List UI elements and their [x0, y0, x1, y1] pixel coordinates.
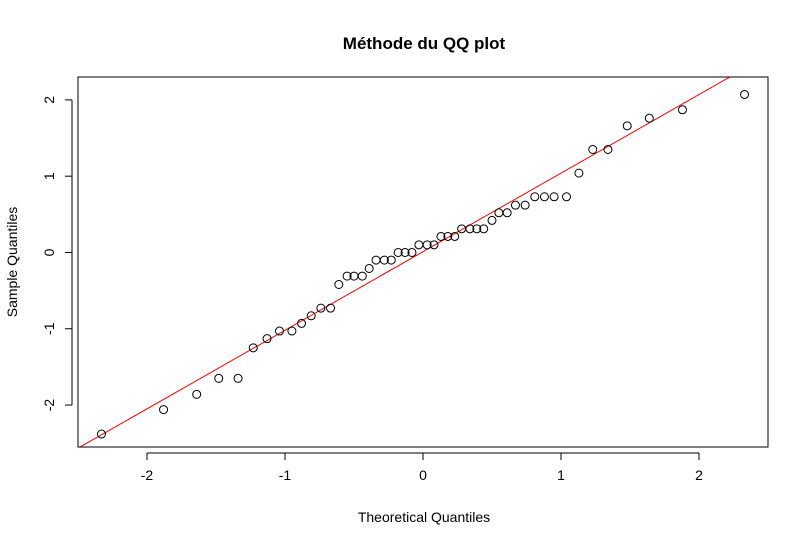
data-point	[262, 334, 272, 344]
data-point	[287, 326, 297, 336]
data-point	[248, 343, 258, 353]
data-point	[740, 90, 750, 100]
data-point	[450, 231, 460, 241]
data-point	[487, 215, 497, 225]
data-point	[159, 405, 169, 415]
data-point	[644, 113, 654, 123]
data-point	[457, 224, 467, 234]
x-tick-label: 0	[419, 467, 427, 483]
data-point	[386, 255, 396, 265]
x-tick-label: 2	[695, 467, 703, 483]
y-tick-label: -2	[41, 399, 57, 412]
data-point	[549, 192, 559, 202]
y-tick-label: 0	[41, 248, 57, 256]
y-axis: -2 -1 0 1 2	[41, 96, 73, 412]
data-point	[436, 231, 446, 241]
x-tick-label: 1	[557, 467, 565, 483]
data-point	[414, 240, 424, 250]
data-point	[603, 144, 613, 154]
qq-reference-line	[78, 77, 731, 447]
data-point	[297, 318, 307, 328]
data-point	[306, 311, 316, 321]
x-tick-label: -1	[279, 467, 292, 483]
data-point	[479, 224, 489, 234]
data-point	[677, 105, 687, 115]
data-point	[393, 247, 403, 257]
data-point	[443, 231, 453, 241]
y-tick-label: 2	[41, 96, 57, 104]
x-axis: -2 -1 0 1 2	[141, 452, 703, 483]
data-point	[334, 280, 344, 290]
data-point	[316, 303, 326, 313]
y-axis-label: Sample Quantiles	[4, 207, 20, 318]
data-point	[364, 263, 374, 273]
data-point	[342, 271, 352, 281]
plot-frame	[77, 76, 769, 448]
data-point	[502, 208, 512, 218]
x-tick-label: -2	[141, 467, 154, 483]
data-point	[407, 247, 417, 257]
y-tick-label: 1	[41, 172, 57, 180]
data-point	[622, 121, 632, 131]
data-point	[530, 192, 540, 202]
data-point	[357, 271, 367, 281]
data-point	[494, 208, 504, 218]
chart-title: Méthode du QQ plot	[343, 34, 506, 53]
data-point	[472, 224, 482, 234]
data-point	[274, 326, 284, 336]
x-axis-label: Theoretical Quantiles	[358, 509, 490, 525]
data-point	[214, 373, 224, 383]
data-point	[574, 168, 584, 178]
data-point	[422, 240, 432, 250]
data-point	[539, 192, 549, 202]
y-tick-label: -1	[41, 322, 57, 335]
data-point	[192, 389, 202, 399]
data-point	[429, 240, 439, 250]
data-point	[371, 255, 381, 265]
data-point	[465, 224, 475, 234]
data-point	[510, 200, 520, 210]
data-point	[400, 247, 410, 257]
data-point	[588, 144, 598, 154]
data-point	[96, 429, 106, 439]
data-point	[520, 200, 530, 210]
data-point	[326, 303, 336, 313]
data-point	[233, 373, 243, 383]
data-point	[562, 192, 572, 202]
data-point	[379, 255, 389, 265]
